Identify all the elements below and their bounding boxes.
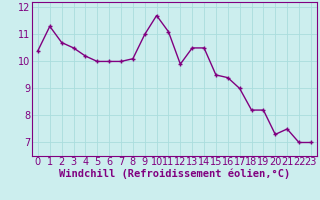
X-axis label: Windchill (Refroidissement éolien,°C): Windchill (Refroidissement éolien,°C) — [59, 169, 290, 179]
